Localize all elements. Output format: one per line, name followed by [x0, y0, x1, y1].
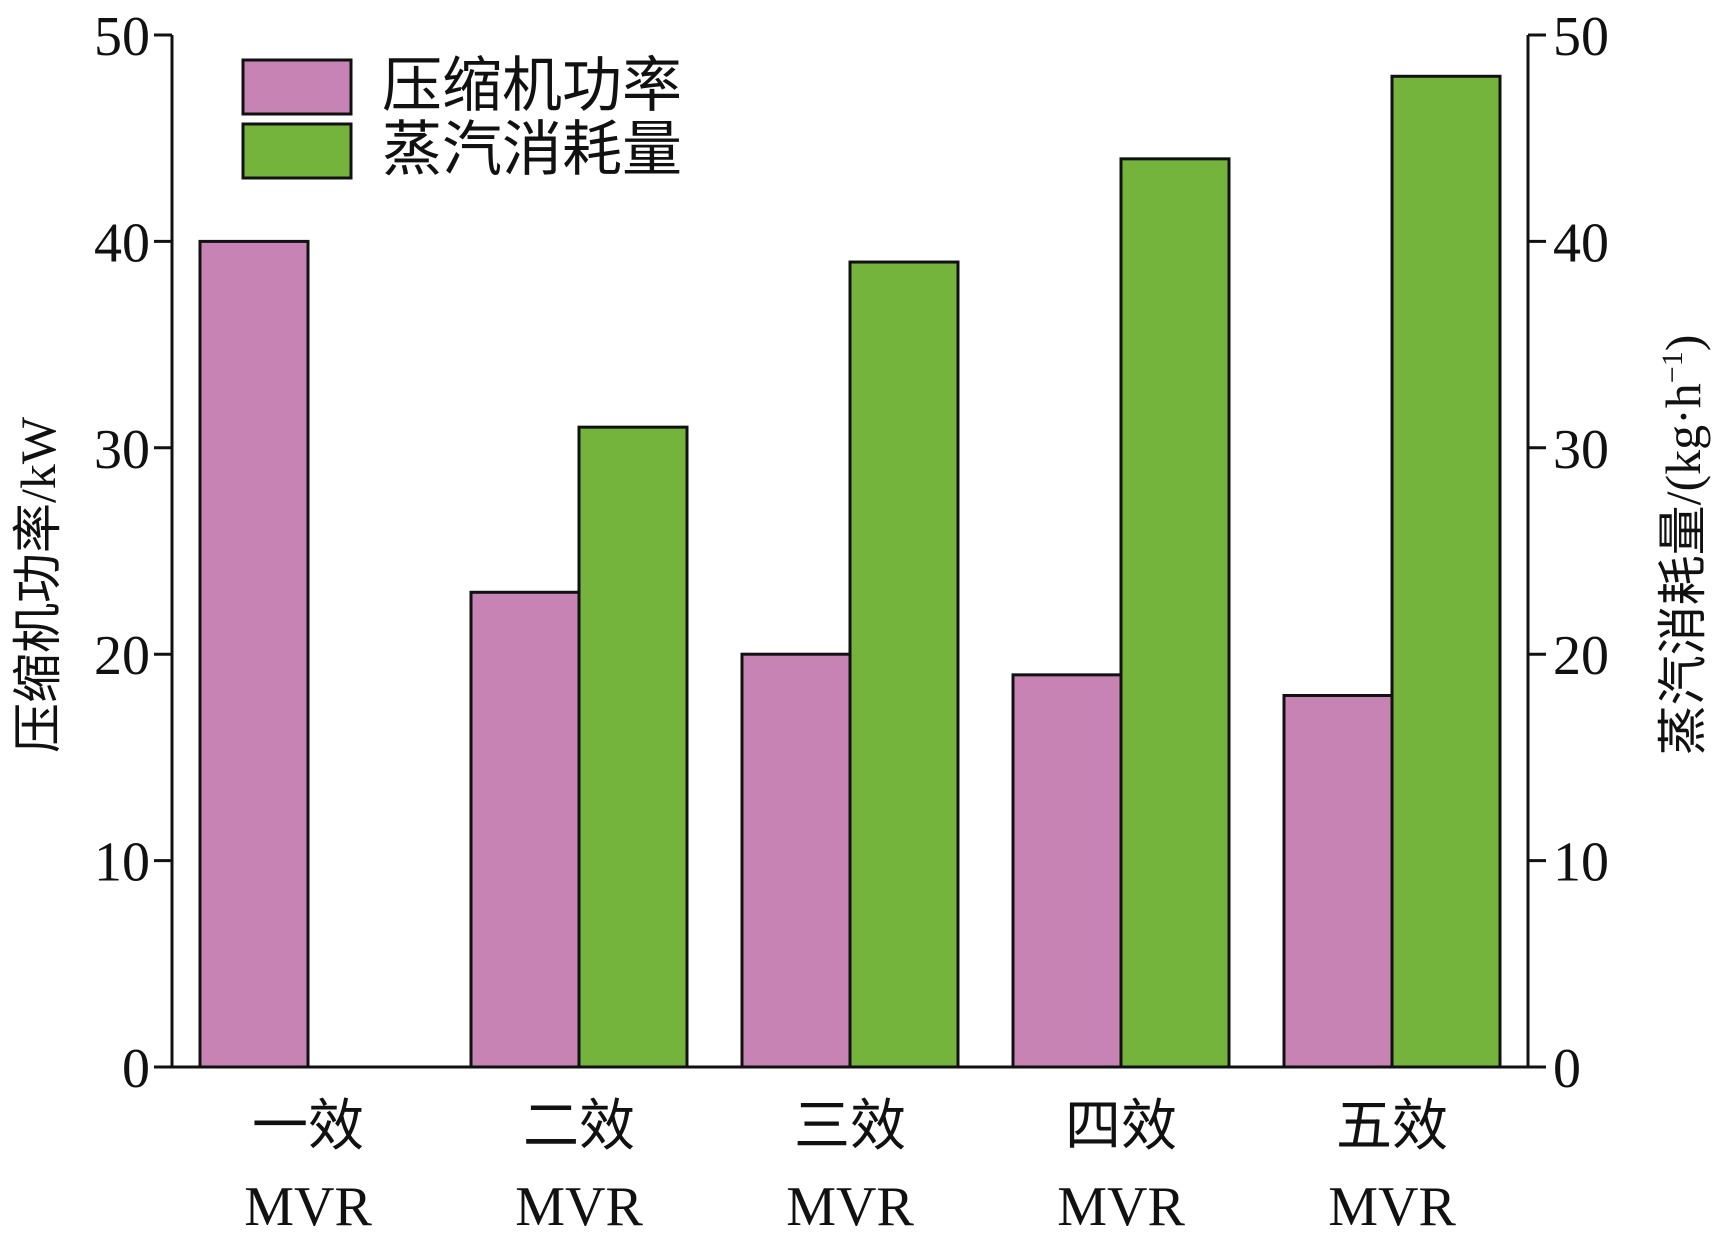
- x-tick-label-5-line2: MVR: [1328, 1176, 1456, 1238]
- y-tick-label-right-50: 50: [1553, 6, 1609, 68]
- bar-steam-consumption-3: [848, 260, 960, 1069]
- y-tick-label-left-30: 30: [94, 419, 150, 481]
- legend-swatch-compressor-power: [241, 58, 353, 116]
- ticks-layer: 0 0 10 10 20 20 30 30 40 40 50 50: [94, 6, 1609, 1100]
- y-tick-label-right-20: 20: [1553, 625, 1609, 687]
- bar-steam-consumption-4: [1119, 157, 1231, 1069]
- y-axis-label-right-sup: −1: [1656, 351, 1689, 383]
- bar-compressor-power-3: [740, 652, 852, 1069]
- bar-compressor-power-4: [1011, 673, 1123, 1069]
- x-tick-label-3-line2: MVR: [786, 1176, 914, 1238]
- y-axis-label-right-main: 蒸汽消耗量/(kg·h: [1655, 383, 1711, 755]
- y-axis-label-right-close: ): [1655, 335, 1711, 352]
- y-tick-label-left-20: 20: [94, 625, 150, 687]
- x-tick-label-1-line1: 一效: [252, 1096, 364, 1158]
- x-tick-label-5-line1: 五效: [1336, 1096, 1448, 1158]
- bar-steam-consumption-5: [1390, 74, 1502, 1069]
- y-tick-label-right-30: 30: [1553, 419, 1609, 481]
- x-tick-labels: 一效 MVR 二效 MVR 三效 MVR 四效 MVR 五效 MVR: [244, 1096, 1456, 1238]
- y-tick-label-left-40: 40: [94, 212, 150, 274]
- bar-compressor-power-2: [469, 590, 581, 1069]
- y-tick-label-left-0: 0: [122, 1038, 150, 1100]
- x-tick-label-2-line2: MVR: [515, 1176, 643, 1238]
- y-tick-label-right-40: 40: [1553, 212, 1609, 274]
- y-tick-label-left-50: 50: [94, 6, 150, 68]
- y-tick-label-left-10: 10: [94, 832, 150, 894]
- x-tick-label-2-line1: 二效: [523, 1096, 635, 1158]
- bar-compressor-power-5: [1282, 693, 1394, 1069]
- x-tick-label-4-line2: MVR: [1057, 1176, 1185, 1238]
- x-tick-label-3-line1: 三效: [794, 1096, 906, 1158]
- legend-swatch-steam-consumption: [241, 122, 353, 180]
- x-tick-label-4-line1: 四效: [1065, 1096, 1177, 1158]
- y-axis-label-right: 蒸汽消耗量/(kg·h−1): [1655, 335, 1711, 756]
- legend-label-steam-consumption: 蒸汽消耗量: [382, 117, 682, 183]
- axes-layer: [170, 35, 1530, 1069]
- bar-compressor-power-1: [198, 239, 310, 1069]
- y-axis-label-left: 压缩机功率/kW: [10, 416, 66, 753]
- x-tick-label-1-line2: MVR: [244, 1176, 372, 1238]
- y-tick-label-right-10: 10: [1553, 832, 1609, 894]
- y-tick-label-right-0: 0: [1553, 1038, 1581, 1100]
- bar-steam-consumption-2: [577, 425, 689, 1069]
- bars-layer: [198, 74, 1502, 1069]
- legend-label-compressor-power: 压缩机功率: [382, 53, 682, 119]
